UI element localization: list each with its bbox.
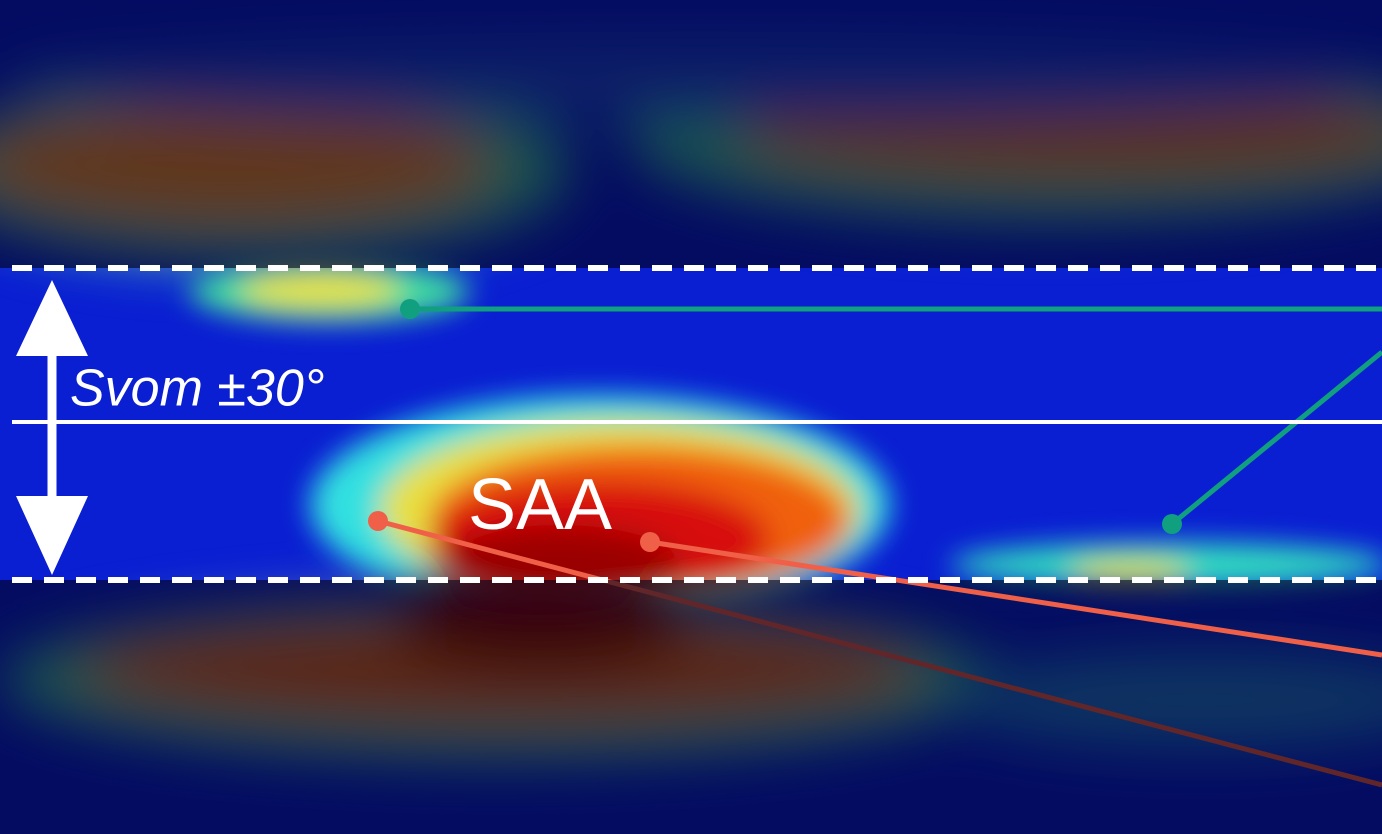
- outside-band-shade: [0, 0, 1382, 268]
- marker-dot: [368, 511, 388, 531]
- outside-band-shade: [0, 580, 1382, 834]
- band-label: Svom ±30°: [70, 360, 325, 418]
- marker-dot: [1162, 514, 1182, 534]
- marker-dot: [400, 299, 420, 319]
- marker-dot: [640, 532, 660, 552]
- page: Svom ±30° SAA (() => { const data = JSON…: [0, 0, 1382, 834]
- region-label: SAA: [468, 465, 612, 545]
- flux-map: Svom ±30° SAA: [0, 0, 1382, 834]
